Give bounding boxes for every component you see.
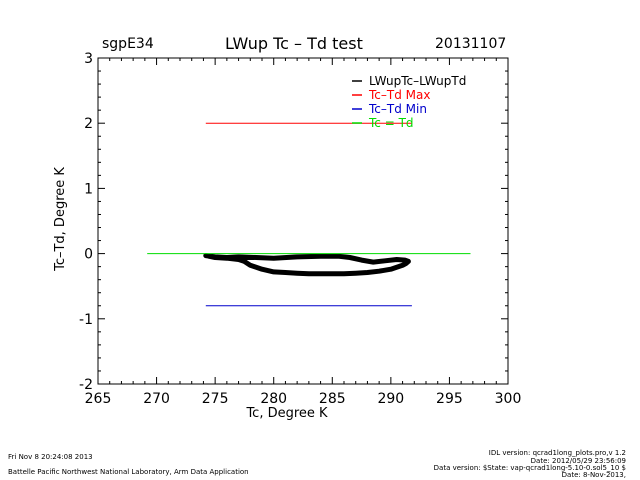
- footer-data-date: Date: 8-Nov-2013,: [561, 471, 626, 479]
- footer-institution: Battelle Pacific Northwest National Labo…: [8, 468, 249, 476]
- y-tick-label: 0: [84, 247, 93, 263]
- legend-entry-tc-td: Tc = Td: [368, 116, 414, 130]
- x-tick-label: 300: [495, 391, 522, 407]
- footer-idl-date: Date: 2012/05/29 23:56:09: [530, 457, 626, 465]
- y-tick-label: 3: [84, 51, 93, 67]
- legend-entry-lwuptc-lwuptd: LWupTc–LWupTd: [369, 74, 466, 88]
- series-group: [147, 122, 471, 307]
- plot-frame: [97, 57, 509, 385]
- y-tick-label: 2: [84, 116, 93, 132]
- y-axis-ticks: -2 -1 0 1 2 3: [79, 51, 508, 393]
- x-tick-label: 270: [143, 391, 170, 407]
- x-axis-label: Tc, Degree K: [245, 406, 328, 421]
- legend-entry-tc-td-min: Tc–Td Min: [368, 102, 427, 116]
- x-tick-label: 290: [377, 391, 404, 407]
- y-axis-label: Tc–Td, Degree K: [53, 167, 68, 272]
- footer-timestamp: Fri Nov 8 20:24:08 2013: [8, 453, 93, 461]
- plot-border: [97, 57, 509, 385]
- x-tick-label: 295: [436, 391, 463, 407]
- footer-idl-version: IDL version: qcrad1long_plots.pro,v 1.2: [488, 449, 626, 457]
- x-tick-label: 280: [260, 391, 287, 407]
- x-tick-label: 285: [319, 391, 346, 407]
- legend-entry-tc-td-max: Tc–Td Max: [368, 88, 430, 102]
- y-tick-label: -1: [79, 312, 93, 328]
- series-lwuptc-lwuptd: [203, 253, 411, 277]
- x-axis-ticks: 265 270 275 280 285 290 295 300: [85, 58, 522, 407]
- x-tick-label: 275: [202, 391, 229, 407]
- y-tick-label: -2: [79, 377, 93, 393]
- date-label: 20131107: [435, 36, 507, 52]
- footer-data-version: Data version: $State: vap-qcrad1long-5.1…: [433, 464, 626, 472]
- station-label: sgpE34: [102, 36, 154, 52]
- chart-title: LWup Tc – Td test: [225, 34, 363, 53]
- y-tick-label: 1: [84, 181, 93, 197]
- x-tick-label: 265: [85, 391, 112, 407]
